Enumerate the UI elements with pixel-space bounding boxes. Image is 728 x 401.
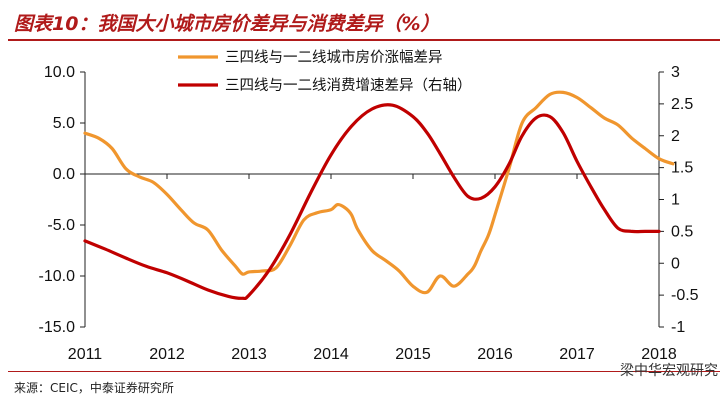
series-line-housing-price [83,90,675,295]
x-tick-label: 2017 [559,346,595,363]
legend-label-housing-price: 三四线与一二线城市房价涨幅差异 [225,49,443,66]
bottom-rule [8,371,720,372]
left-tick-label: 5.0 [53,115,75,132]
chart-title: 图表10：我国大小城市房价差异与消费差异（%） [14,13,440,35]
right-tick-label: 2.5 [671,96,693,113]
right-tick-label: 0 [671,255,680,272]
right-tick-label: -0.5 [671,287,699,304]
right-tick-label: -1 [671,319,685,336]
x-tick-label: 2013 [231,346,267,363]
watermark: 梁中华宏观研究 [620,363,718,379]
right-tick-label: 0.5 [671,223,693,240]
series-lines [83,90,675,301]
title-rule [8,39,720,41]
series-line-consumption [83,103,661,301]
x-tick-label: 2012 [149,346,185,363]
left-tick-label: 0.0 [53,166,75,183]
x-tick-label: 2011 [68,346,103,363]
right-tick-label: 1.5 [671,160,693,177]
source-note: 来源：CEIC，中泰证券研究所 [14,381,174,395]
left-tick-label: 10.0 [44,64,75,81]
left-tick-label: -10.0 [39,268,76,285]
x-tick-label: 2016 [477,346,513,363]
left-tick-label: -15.0 [39,319,76,336]
left-tick-label: -5.0 [47,217,75,234]
axes: 10.0 5.0 0.0 -5.0 -10.0 -15.0 3 2.5 2 1.5 1 0.5 0 -0.… [39,64,699,363]
x-tick-label: 2015 [395,346,431,363]
right-tick-label: 1 [671,192,680,209]
x-tick-label: 2018 [641,346,677,363]
legend-label-consumption: 三四线与一二线消费增速差异（右轴） [225,77,472,94]
x-tick-label: 2014 [313,346,349,363]
right-tick-label: 3 [671,64,680,81]
right-tick-label: 2 [671,128,680,145]
